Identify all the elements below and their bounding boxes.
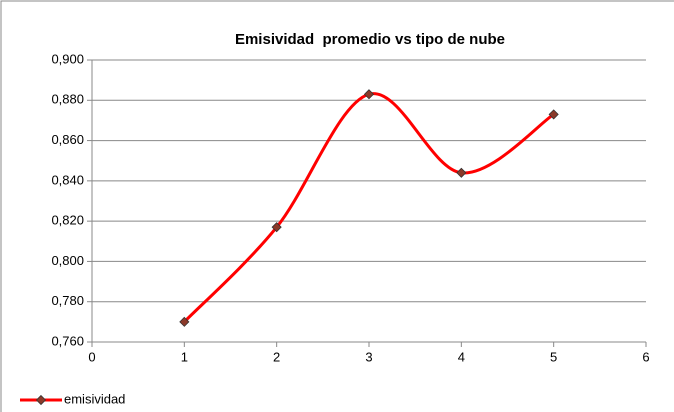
y-tick-label: 0,840 [51, 172, 84, 187]
x-tick-label: 5 [550, 349, 557, 364]
y-tick-label: 0,760 [51, 333, 84, 348]
y-tick-label: 0,860 [51, 132, 84, 147]
data-point [548, 109, 559, 120]
x-tick-label: 2 [273, 349, 280, 364]
x-tick-label: 0 [88, 349, 95, 364]
chart-title: Emisividad promedio vs tipo de nube [235, 31, 505, 48]
y-tick-label: 0,880 [51, 92, 84, 107]
x-tick-label: 4 [458, 349, 465, 364]
data-point [271, 222, 282, 233]
data-point [363, 89, 375, 100]
x-tick-label: 3 [365, 349, 372, 364]
data-point [179, 316, 190, 327]
y-tick-label: 0,900 [51, 51, 84, 66]
data-point [456, 167, 467, 178]
x-tick-label: 1 [181, 349, 188, 364]
x-tick-label: 6 [642, 349, 649, 364]
y-tick-label: 0,820 [51, 213, 84, 228]
y-tick-label: 0,800 [51, 253, 84, 268]
legend-marker [35, 394, 47, 406]
y-tick-label: 0,780 [51, 293, 84, 308]
legend-label: emisividad [64, 391, 125, 406]
